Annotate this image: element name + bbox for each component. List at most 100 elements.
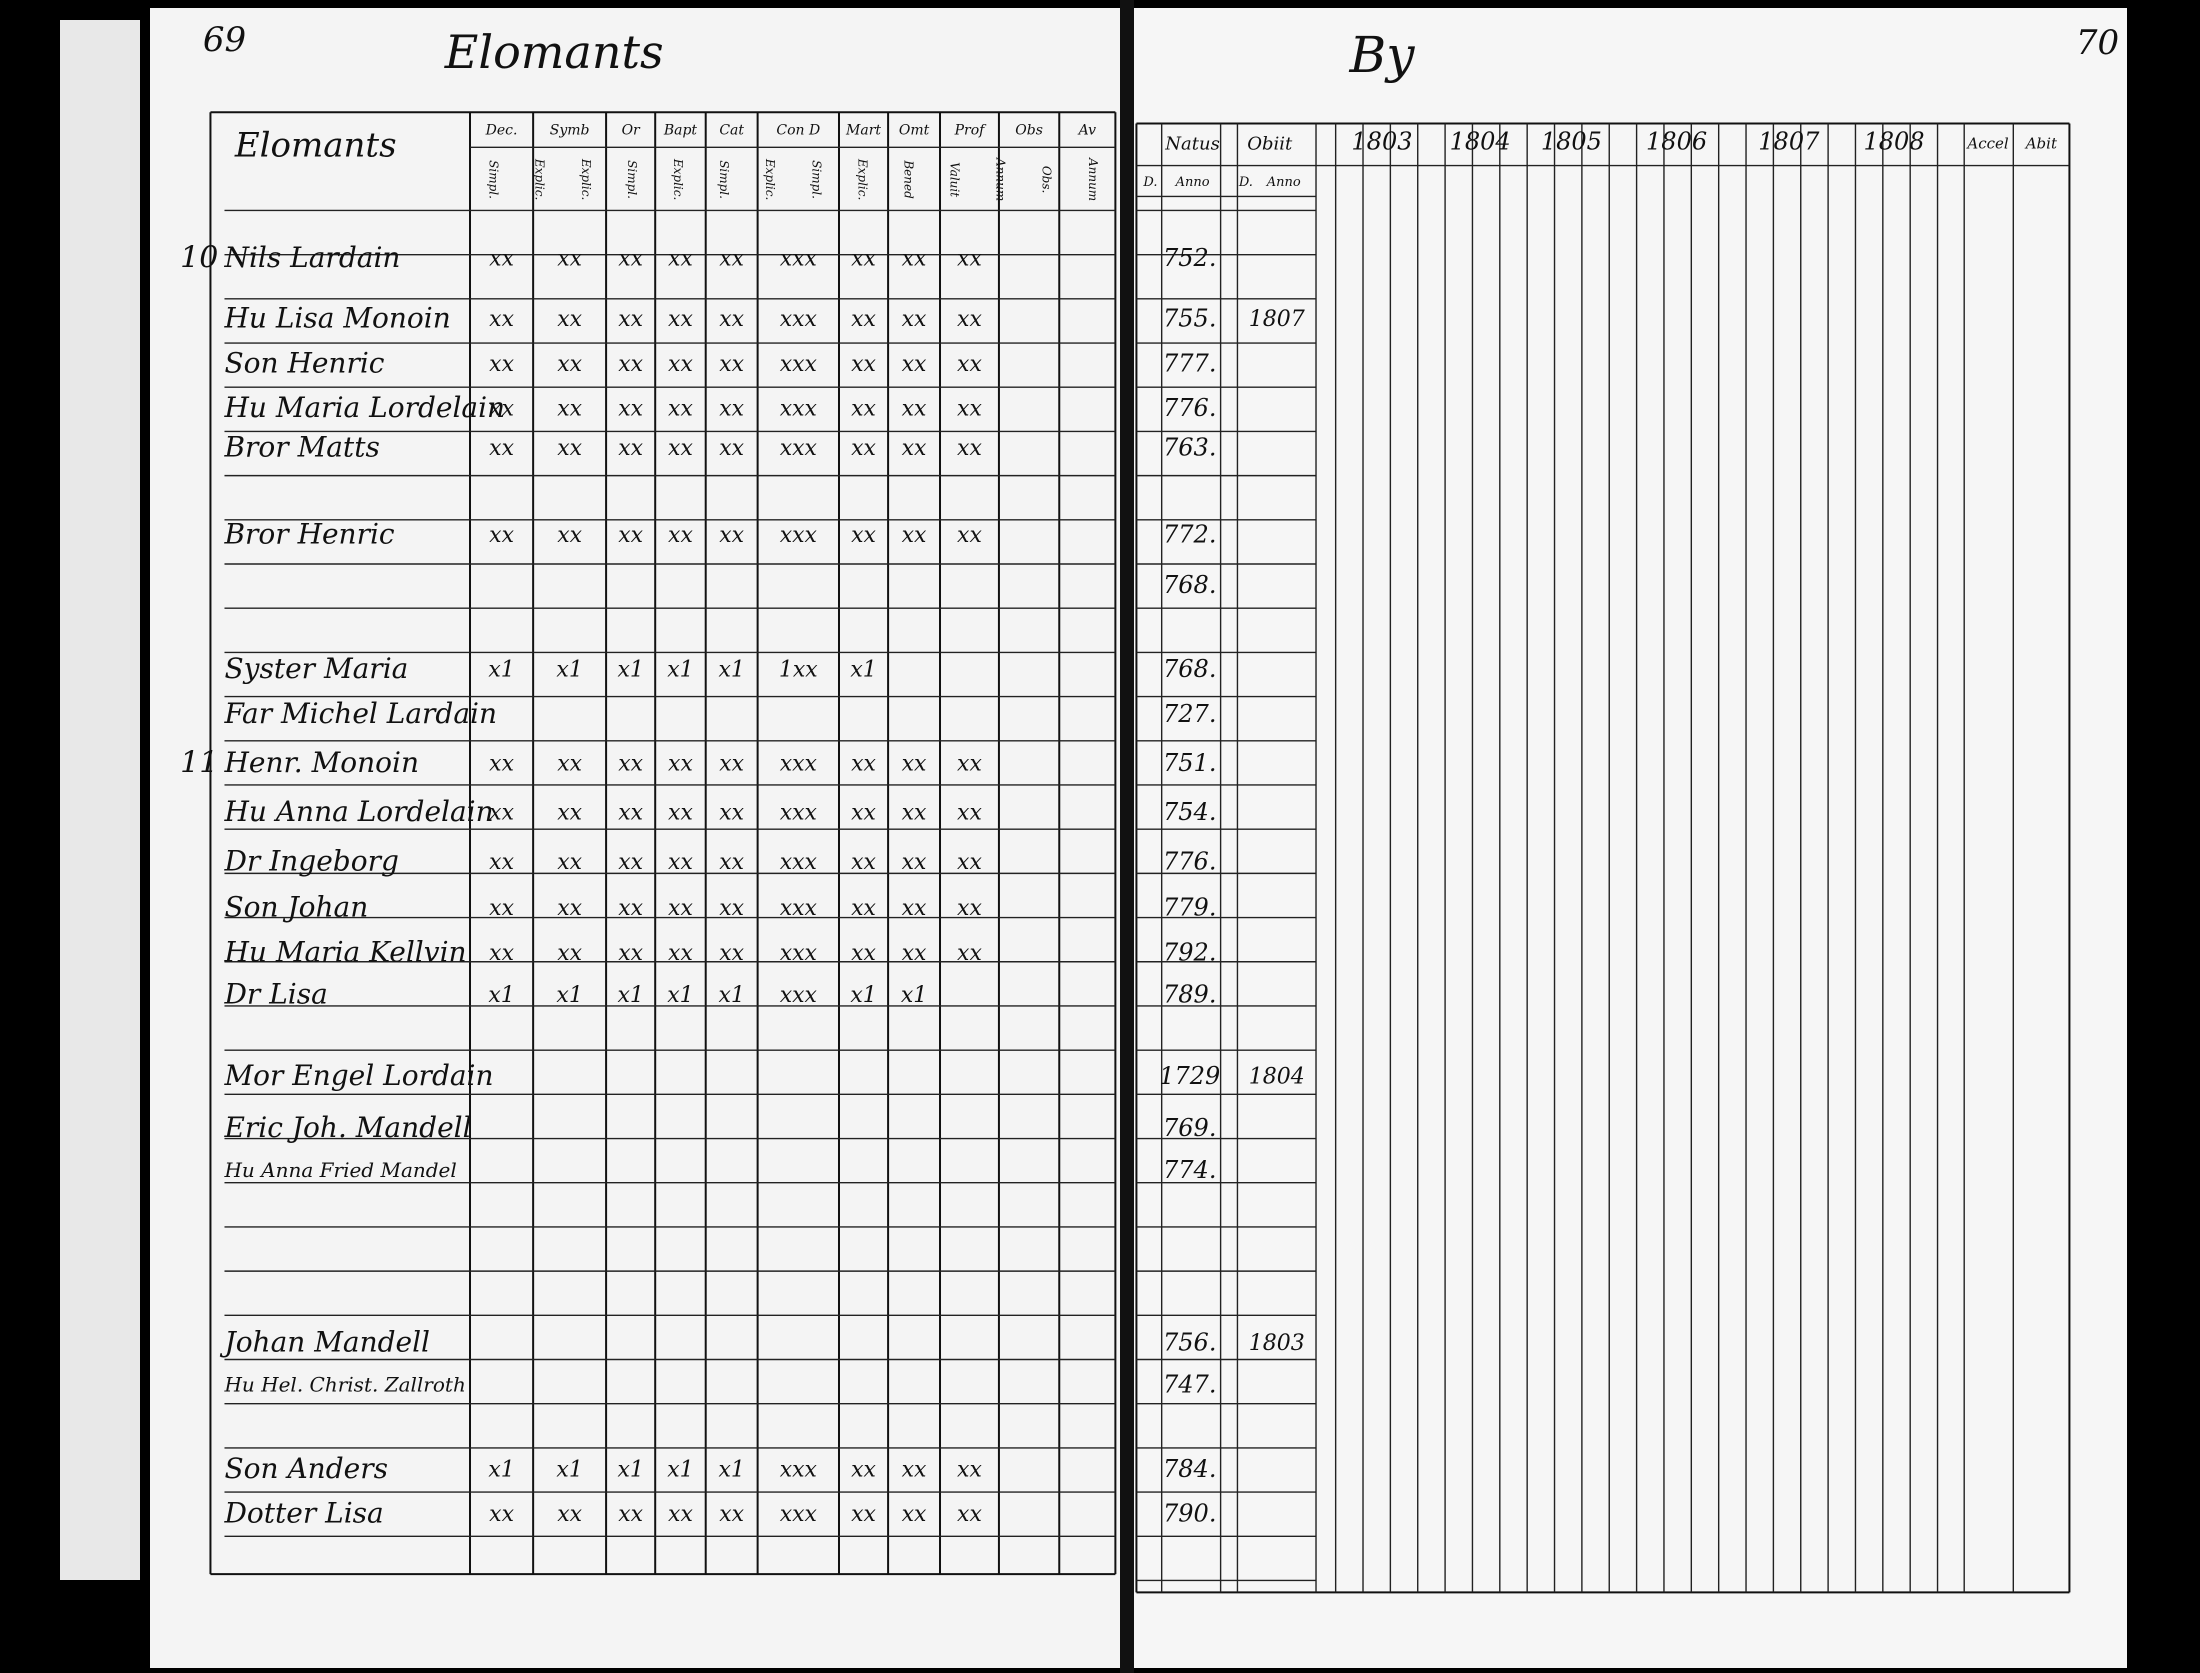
exam-mark: xx — [719, 436, 744, 461]
column-header: D. — [1238, 175, 1253, 190]
exam-mark: xx — [719, 941, 744, 966]
exam-mark: xx — [668, 307, 693, 332]
exam-mark: xx — [902, 1457, 927, 1482]
exam-mark: xx — [618, 801, 643, 826]
exam-mark: xx — [902, 941, 927, 966]
gutter — [1120, 0, 1134, 1673]
exam-mark: xx — [957, 1502, 982, 1527]
exam-mark: xx — [489, 941, 514, 966]
exam-mark: xx — [668, 397, 693, 422]
birth-year: 747. — [1163, 1371, 1216, 1399]
exam-mark: xx — [851, 896, 876, 921]
birth-year: 789. — [1163, 981, 1216, 1009]
exam-mark: xx — [618, 941, 643, 966]
person-name: Bror Matts — [223, 430, 379, 463]
person-name: Hu Anna Lordelain — [223, 795, 493, 828]
person-name: Bror Henric — [223, 517, 394, 550]
exam-mark: x1 — [617, 658, 643, 683]
birth-year: 768. — [1163, 571, 1216, 599]
birth-year: 779. — [1163, 894, 1216, 922]
exam-mark: xx — [557, 307, 582, 332]
column-header: Dec. — [485, 122, 518, 138]
exam-mark: xx — [957, 941, 982, 966]
exam-mark: xx — [618, 307, 643, 332]
column-header: Symb — [550, 122, 590, 138]
year-header: 1806 — [1646, 128, 1707, 156]
column-header: Av — [1077, 122, 1097, 138]
exam-mark: xxx — [780, 523, 818, 548]
exam-mark: xx — [719, 801, 744, 826]
exam-mark: xxx — [780, 1502, 818, 1527]
exam-mark: xx — [557, 941, 582, 966]
exam-mark: xx — [668, 941, 693, 966]
exam-mark: xx — [851, 941, 876, 966]
column-subheader: Explic. — [763, 158, 777, 200]
exam-mark: xx — [719, 850, 744, 875]
exam-mark: xx — [557, 436, 582, 461]
person-name: Hu Lisa Monoin — [223, 301, 450, 334]
exam-mark: 1xx — [779, 658, 818, 683]
person-name: Syster Maria — [224, 652, 408, 685]
person-name: Hu Anna Fried Mandel — [223, 1158, 456, 1182]
column-header: Omt — [899, 122, 930, 138]
exam-mark: xx — [668, 247, 693, 272]
column-subheader: Annum — [994, 157, 1008, 201]
birth-year: 754. — [1163, 798, 1216, 826]
exam-mark: x1 — [718, 983, 744, 1008]
exam-mark: xx — [851, 397, 876, 422]
exam-mark: x1 — [850, 658, 876, 683]
exam-mark: xx — [618, 247, 643, 272]
exam-mark: xx — [489, 352, 514, 377]
column-header: Cat — [719, 122, 744, 138]
column-header: Anno — [1175, 175, 1210, 190]
person-name: Johan Mandell — [219, 1326, 430, 1359]
page-edge — [60, 20, 140, 1580]
exam-mark: xxx — [780, 397, 818, 422]
exam-mark: xx — [957, 352, 982, 377]
exam-mark: xx — [902, 397, 927, 422]
death-year: 1804 — [1249, 1065, 1305, 1090]
exam-mark: xx — [902, 523, 927, 548]
column-header: Anno — [1266, 175, 1301, 190]
person-name: Mor Engel Lordain — [223, 1059, 493, 1092]
exam-mark: x1 — [488, 658, 514, 683]
exam-mark: xx — [902, 1502, 927, 1527]
column-subheader: Explic. — [671, 158, 685, 200]
exam-mark: xx — [618, 752, 643, 777]
exam-mark: xxx — [780, 850, 818, 875]
exam-mark: xx — [957, 801, 982, 826]
exam-mark: xx — [489, 397, 514, 422]
exam-mark: xx — [557, 397, 582, 422]
exam-mark: xx — [957, 307, 982, 332]
page-number: 69 — [203, 20, 246, 60]
person-name: Dr Ingeborg — [223, 844, 398, 877]
exam-mark: xx — [957, 850, 982, 875]
birth-year: 776. — [1163, 394, 1216, 422]
left-page — [150, 8, 1125, 1668]
death-year: 1807 — [1249, 307, 1305, 332]
column-header: Natus — [1164, 134, 1220, 155]
exam-mark: xxx — [780, 896, 818, 921]
page-number: 70 — [2076, 23, 2119, 63]
exam-mark: xx — [957, 752, 982, 777]
person-name: Son Henric — [224, 346, 384, 379]
column-subheader: Explic. — [579, 158, 593, 200]
birth-year: 790. — [1163, 1500, 1216, 1528]
column-subheader: Simpl. — [487, 160, 501, 199]
exam-mark: xx — [557, 1502, 582, 1527]
exam-mark: x1 — [667, 658, 693, 683]
column-header: Obs — [1015, 122, 1043, 138]
exam-mark: xx — [618, 896, 643, 921]
death-year: 1803 — [1249, 1331, 1305, 1356]
column-header: Mart — [845, 122, 881, 138]
exam-mark: xx — [902, 801, 927, 826]
birth-year: 751. — [1163, 749, 1216, 777]
birth-year: 776. — [1163, 847, 1216, 875]
exam-mark: xx — [668, 752, 693, 777]
person-name: Son Anders — [224, 1452, 387, 1485]
exam-mark: x1 — [718, 1457, 744, 1482]
person-name: Dotter Lisa — [223, 1497, 383, 1530]
exam-mark: xx — [957, 1457, 982, 1482]
exam-mark: xx — [668, 850, 693, 875]
